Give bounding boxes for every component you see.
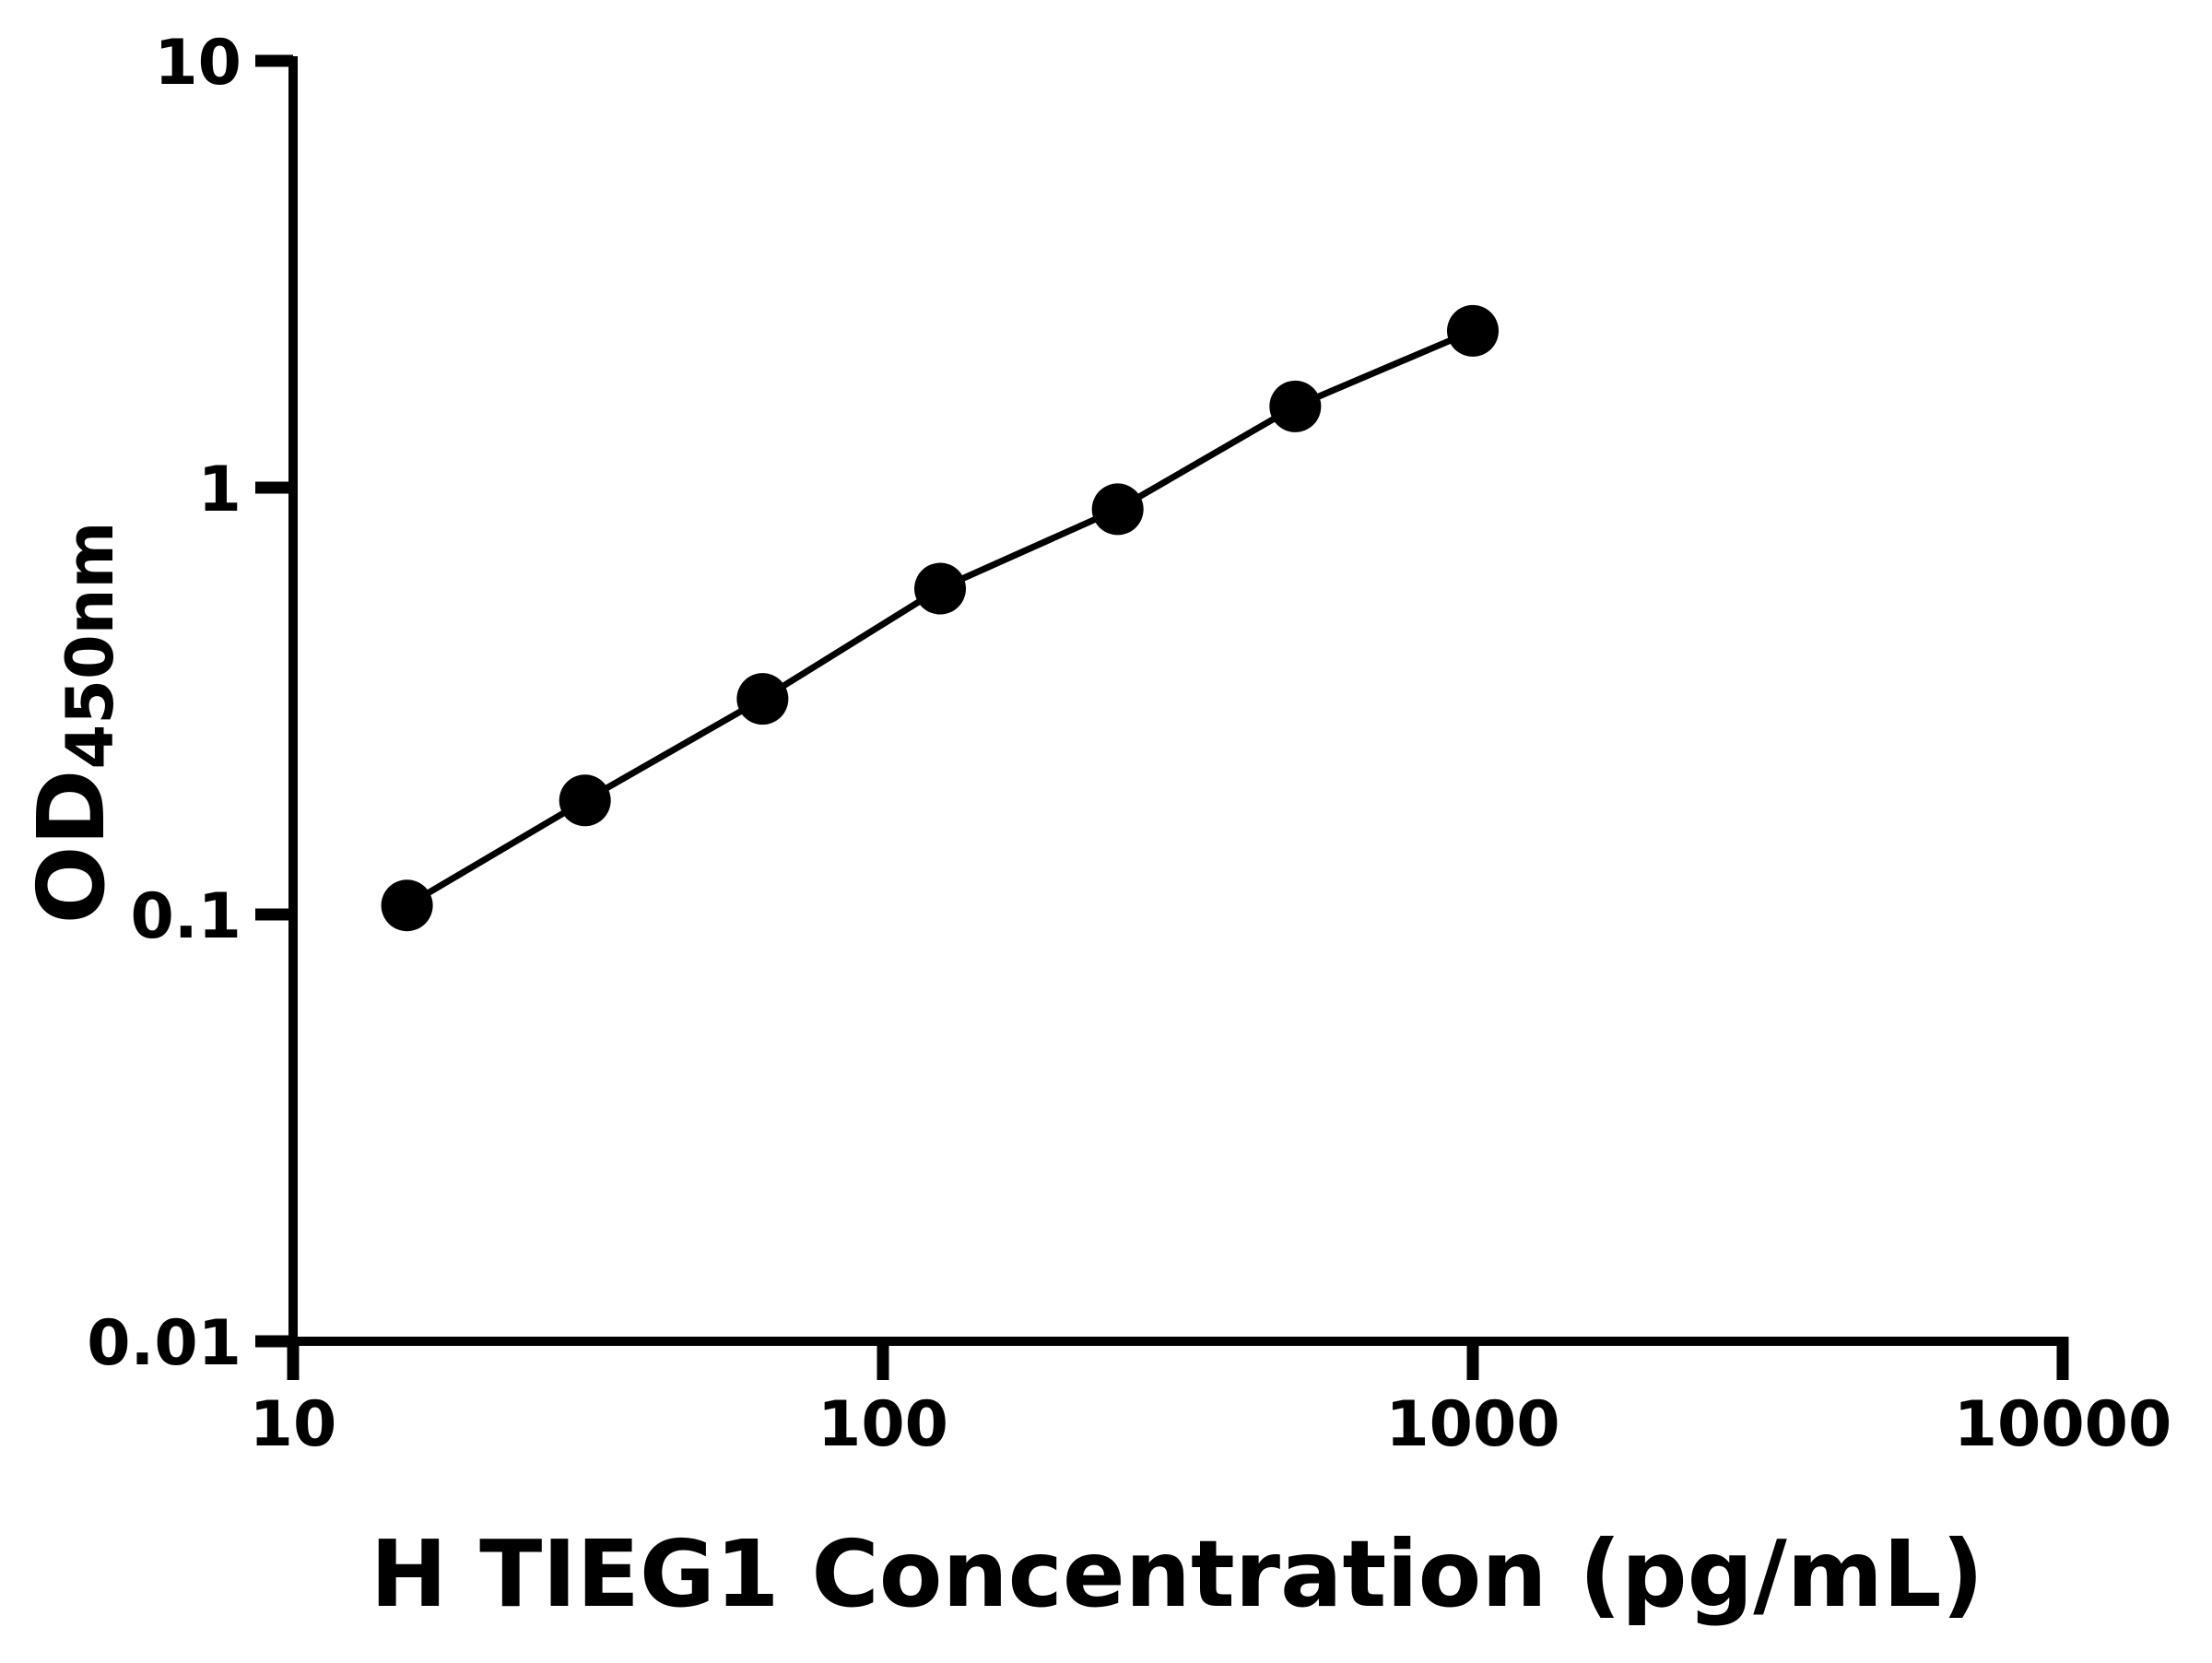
data-point xyxy=(1269,380,1322,432)
data-point xyxy=(381,879,433,932)
data-point xyxy=(559,774,611,827)
y-tick-label: 1 xyxy=(198,454,241,526)
x-tick-label: 10 xyxy=(250,1388,337,1461)
x-tick-label: 100 xyxy=(818,1388,948,1461)
data-point xyxy=(736,673,789,725)
y-axis-title-subscript: 450nm xyxy=(53,522,128,770)
plot-series xyxy=(381,304,1499,932)
y-tick-label: 10 xyxy=(154,27,241,100)
data-point xyxy=(1091,483,1144,536)
y-axis-title-main: OD xyxy=(18,769,125,924)
data-point xyxy=(914,562,967,615)
y-tick-label: 0.01 xyxy=(87,1307,241,1380)
y-tick-label: 0.1 xyxy=(131,880,241,953)
x-tick-label: 10000 xyxy=(1954,1388,2172,1461)
data-point xyxy=(1447,304,1499,357)
x-tick-label: 1000 xyxy=(1385,1388,1559,1461)
x-axis-title: H TIEG1 Concentration (pg/mL) xyxy=(371,1520,1984,1628)
y-axis-title: OD450nm xyxy=(18,522,128,925)
